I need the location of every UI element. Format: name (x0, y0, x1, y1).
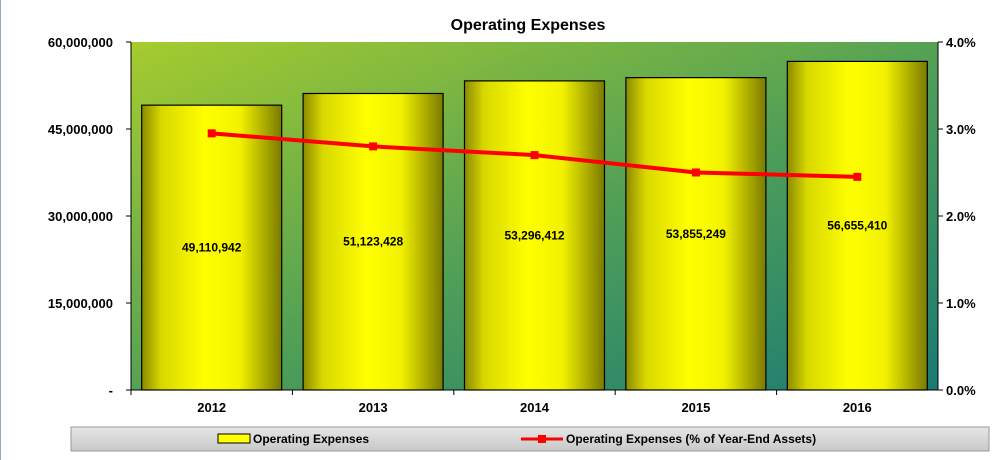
right-tick-label: 0.0% (946, 383, 976, 398)
line-point-2016 (853, 172, 862, 181)
line-series (207, 129, 862, 181)
bar-series (141, 60, 928, 391)
legend-label-bar: Operating Expenses (253, 432, 369, 446)
left-tick-label: 45,000,000 (48, 122, 113, 137)
bar-data-label-2016: 56,655,410 (827, 219, 887, 233)
x-axis-ticks: 2012 2013 2014 2015 2016 (130, 390, 872, 415)
legend-label-line: Operating Expenses (% of Year-End Assets… (566, 432, 816, 446)
x-tick-label-2013: 2013 (359, 400, 388, 415)
legend-swatch-marker (538, 435, 546, 443)
chart-title: Operating Expenses (451, 17, 606, 34)
bar-data-label-2013: 51,123,428 (343, 235, 403, 249)
line-point-2014 (530, 151, 539, 160)
x-tick-label-2014: 2014 (520, 400, 550, 415)
right-tick-label: 3.0% (946, 122, 976, 137)
line-point-2013 (369, 142, 378, 151)
x-tick-label-2016: 2016 (843, 400, 872, 415)
line-point-2015 (691, 168, 700, 177)
bar-data-label-2014: 53,296,412 (504, 228, 564, 242)
bar-2015 (625, 77, 767, 391)
right-tick-label: 2.0% (946, 209, 976, 224)
line-point-2012 (207, 129, 216, 138)
bar-2012 (141, 104, 283, 391)
left-tick-label: - (109, 383, 113, 398)
x-tick-label-2015: 2015 (681, 400, 710, 415)
left-axis-ticks: - 15,000,000 30,000,000 45,000,000 60,000,00… (48, 35, 131, 398)
bar-data-label-2015: 53,855,249 (666, 227, 726, 241)
legend: Operating Expenses Operating Expenses (%… (70, 426, 990, 452)
bar-data-label-2012: 49,110,942 (182, 241, 242, 255)
bar-data-labels: 49,110,942 51,123,428 53,296,412 53,855,249… (182, 219, 888, 255)
right-tick-label: 4.0% (946, 35, 976, 50)
x-tick-label-2012: 2012 (197, 400, 226, 415)
left-tick-label: 60,000,000 (48, 35, 113, 50)
right-tick-label: 1.0% (946, 296, 976, 311)
bar-2014 (463, 80, 606, 391)
left-tick-label: 30,000,000 (48, 209, 113, 224)
right-axis-ticks: 0.0% 1.0% 2.0% 3.0% 4.0% (938, 35, 976, 398)
legend-swatch-bar (217, 433, 251, 444)
left-tick-label: 15,000,000 (48, 296, 113, 311)
